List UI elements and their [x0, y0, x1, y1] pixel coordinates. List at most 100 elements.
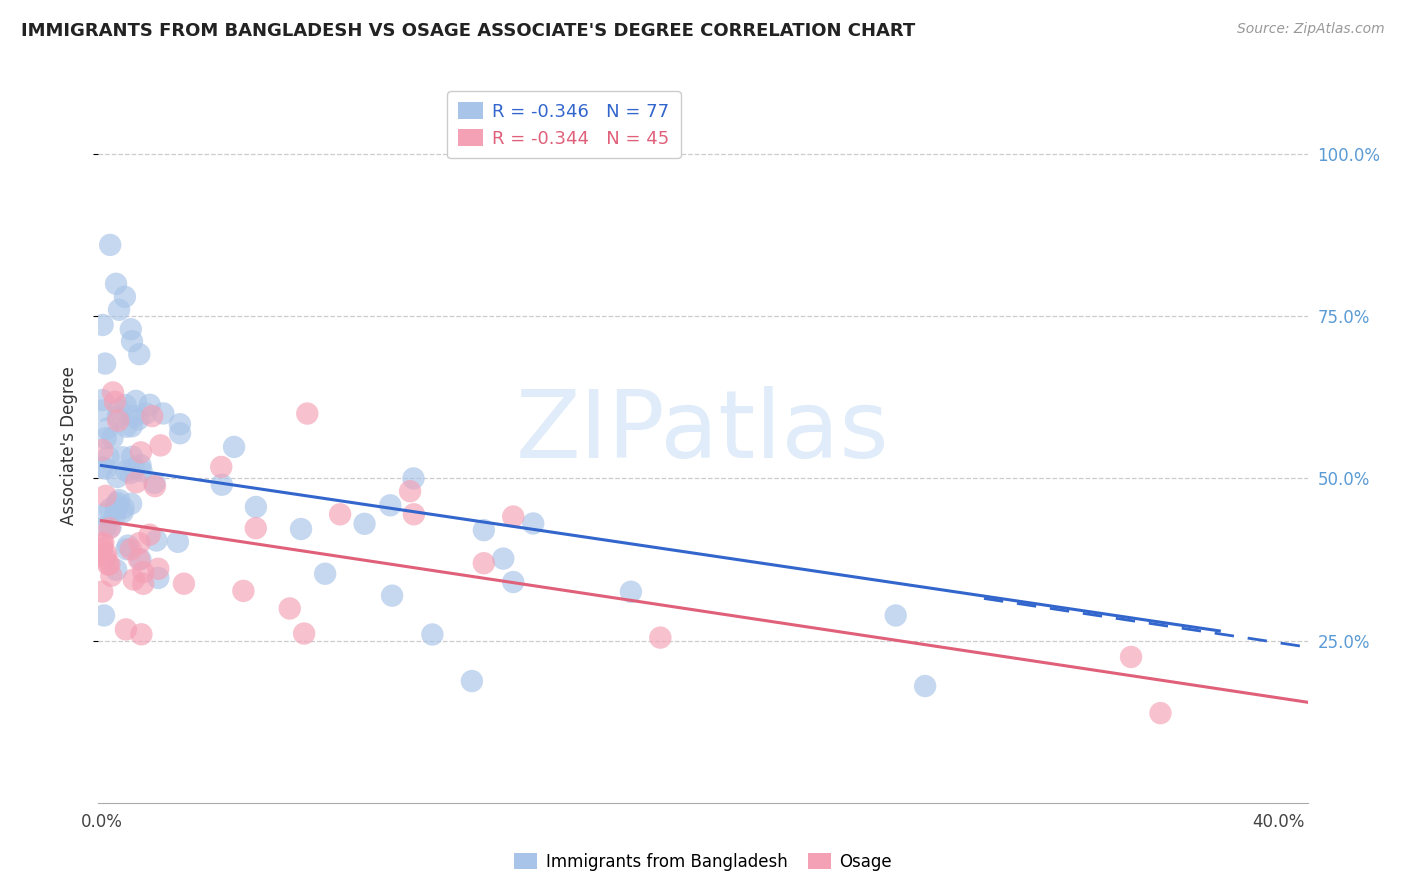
- Point: [329, 508, 352, 522]
- Point: [422, 627, 444, 641]
- Point: [222, 440, 245, 454]
- Point: [145, 533, 167, 548]
- Point: [127, 412, 149, 426]
- Point: [120, 542, 142, 557]
- Point: [167, 534, 190, 549]
- Point: [211, 477, 233, 491]
- Point: [149, 438, 172, 452]
- Point: [91, 392, 114, 407]
- Point: [121, 450, 143, 464]
- Legend: Immigrants from Bangladesh, Osage: Immigrants from Bangladesh, Osage: [506, 845, 900, 880]
- Point: [297, 407, 319, 421]
- Point: [105, 277, 128, 291]
- Point: [121, 334, 143, 349]
- Point: [93, 508, 115, 522]
- Point: [108, 402, 131, 417]
- Point: [96, 547, 118, 561]
- Point: [472, 556, 495, 570]
- Point: [399, 484, 422, 499]
- Point: [472, 523, 495, 537]
- Point: [120, 497, 142, 511]
- Point: [94, 431, 117, 445]
- Point: [209, 459, 232, 474]
- Text: Source: ZipAtlas.com: Source: ZipAtlas.com: [1237, 22, 1385, 37]
- Point: [111, 505, 134, 519]
- Point: [115, 419, 138, 434]
- Point: [138, 527, 160, 541]
- Point: [1149, 706, 1171, 720]
- Point: [169, 417, 191, 432]
- Point: [128, 536, 150, 550]
- Point: [121, 419, 143, 434]
- Point: [105, 496, 128, 510]
- Point: [107, 409, 129, 424]
- Point: [620, 584, 643, 599]
- Point: [141, 409, 163, 423]
- Point: [91, 541, 114, 556]
- Point: [143, 475, 166, 490]
- Point: [173, 576, 195, 591]
- Point: [94, 489, 117, 503]
- Point: [232, 583, 254, 598]
- Point: [152, 407, 174, 421]
- Point: [139, 398, 162, 412]
- Point: [91, 318, 114, 332]
- Point: [115, 464, 138, 478]
- Point: [115, 623, 138, 637]
- Point: [105, 563, 128, 577]
- Point: [117, 539, 139, 553]
- Point: [380, 498, 402, 512]
- Point: [128, 347, 150, 361]
- Text: ZIPatlas: ZIPatlas: [516, 385, 890, 478]
- Point: [120, 322, 142, 336]
- Point: [884, 608, 907, 623]
- Point: [94, 461, 117, 475]
- Point: [120, 466, 142, 480]
- Point: [122, 461, 145, 475]
- Point: [128, 552, 150, 566]
- Text: IMMIGRANTS FROM BANGLADESH VS OSAGE ASSOCIATE'S DEGREE CORRELATION CHART: IMMIGRANTS FROM BANGLADESH VS OSAGE ASSO…: [21, 22, 915, 40]
- Point: [91, 460, 114, 475]
- Point: [94, 519, 117, 533]
- Point: [135, 407, 157, 421]
- Point: [98, 558, 121, 572]
- Point: [129, 445, 152, 459]
- Point: [492, 551, 515, 566]
- Point: [129, 552, 152, 566]
- Point: [100, 520, 122, 534]
- Point: [314, 566, 336, 581]
- Point: [245, 500, 267, 514]
- Point: [94, 357, 117, 371]
- Point: [402, 471, 425, 485]
- Point: [98, 238, 121, 252]
- Point: [100, 568, 122, 582]
- Point: [381, 589, 404, 603]
- Point: [245, 521, 267, 535]
- Point: [91, 537, 114, 551]
- Point: [132, 566, 155, 580]
- Point: [131, 464, 153, 478]
- Point: [122, 573, 145, 587]
- Point: [502, 574, 524, 589]
- Point: [112, 500, 135, 515]
- Point: [278, 601, 301, 615]
- Point: [108, 493, 131, 508]
- Point: [105, 501, 128, 516]
- Point: [111, 450, 134, 465]
- Point: [104, 395, 127, 409]
- Point: [502, 509, 524, 524]
- Point: [129, 458, 152, 472]
- Point: [132, 576, 155, 591]
- Point: [93, 608, 115, 623]
- Point: [91, 403, 114, 417]
- Point: [114, 290, 136, 304]
- Point: [148, 571, 170, 585]
- Point: [461, 674, 484, 689]
- Point: [148, 562, 170, 576]
- Point: [91, 443, 114, 458]
- Point: [104, 508, 127, 522]
- Point: [353, 516, 375, 531]
- Point: [91, 584, 114, 599]
- Point: [125, 475, 148, 490]
- Point: [131, 627, 153, 641]
